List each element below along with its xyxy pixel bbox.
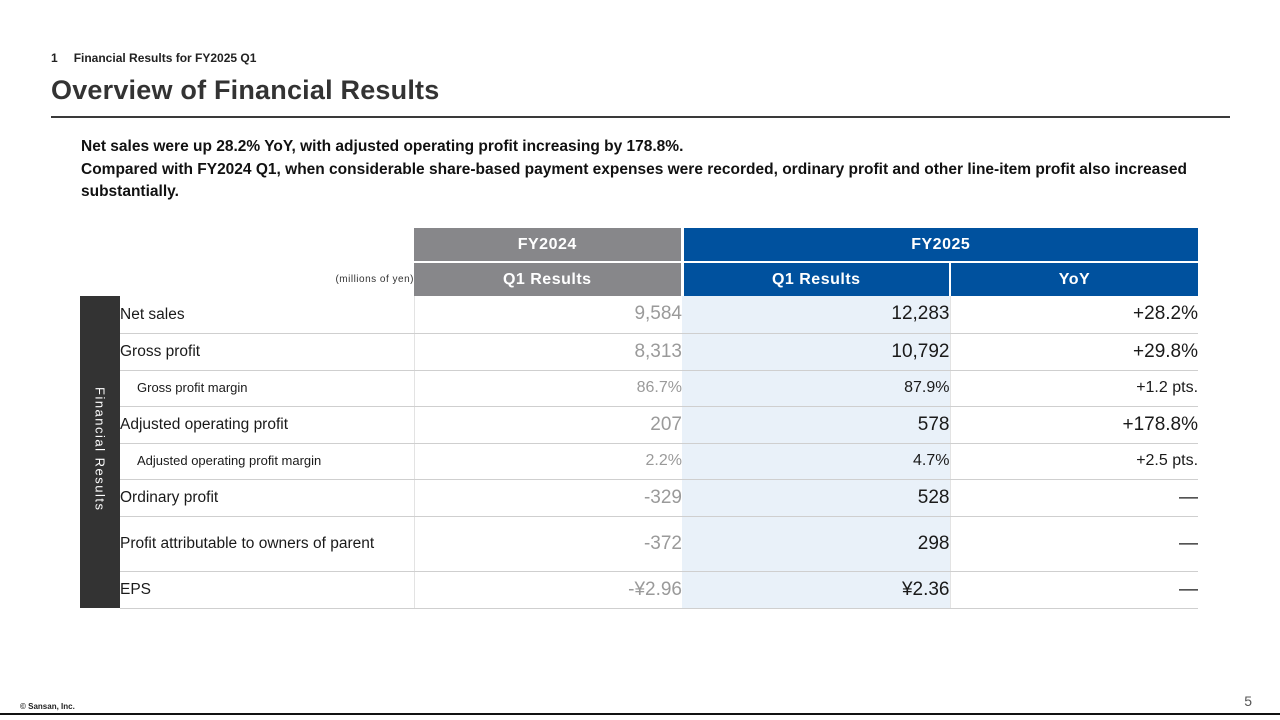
summary-line-1: Net sales were up 28.2% YoY, with adjust… bbox=[81, 138, 684, 155]
summary-text: Net sales were up 28.2% YoY, with adjust… bbox=[81, 136, 1193, 204]
footer-page-number: 5 bbox=[1244, 693, 1252, 709]
footer-copyright: © Sansan, Inc. bbox=[20, 702, 75, 711]
table-row: Adjusted operating profit margin 2.2% 4.… bbox=[80, 443, 1199, 480]
cell-fy2024: 9,584 bbox=[413, 296, 682, 334]
cell-yoy: — bbox=[949, 571, 1199, 609]
cell-fy2025: 10,792 bbox=[682, 333, 950, 371]
table-row: Profit attributable to owners of parent … bbox=[80, 516, 1199, 572]
table-header-column-row: (millions of yen) Q1 Results Q1 Results … bbox=[80, 262, 1199, 296]
slide-kicker-text: Financial Results for FY2025 Q1 bbox=[73, 51, 257, 65]
cell-fy2025: 4.7% bbox=[682, 443, 950, 480]
cell-fy2024: 2.2% bbox=[413, 443, 682, 480]
table-row: Ordinary profit -329 528 — bbox=[80, 479, 1199, 517]
financial-results-table: FY2024 FY2025 (millions of yen) Q1 Resul… bbox=[80, 228, 1199, 609]
cell-fy2025: 87.9% bbox=[682, 370, 950, 407]
col-group-fy2025: FY2025 bbox=[682, 228, 1199, 263]
cell-yoy: +28.2% bbox=[949, 296, 1199, 334]
cell-fy2024: -372 bbox=[413, 516, 682, 572]
col-group-fy2024: FY2024 bbox=[414, 228, 684, 263]
cell-fy2024: -¥2.96 bbox=[413, 571, 682, 609]
cell-fy2025: 528 bbox=[682, 479, 950, 517]
row-label: Gross profit bbox=[120, 333, 414, 371]
cell-fy2025: ¥2.36 bbox=[682, 571, 950, 609]
unit-note: (millions of yen) bbox=[335, 273, 414, 285]
table-row: Adjusted operating profit 207 578 +178.8… bbox=[80, 406, 1199, 444]
slide-kicker: 1 Financial Results for FY2025 Q1 bbox=[51, 51, 256, 65]
col-header-yoy: YoY bbox=[950, 262, 1199, 296]
table-row: Gross profit 8,313 10,792 +29.8% bbox=[80, 333, 1199, 371]
col-header-fy2024-q1: Q1 Results bbox=[414, 262, 684, 296]
title-rule bbox=[51, 116, 1230, 118]
cell-yoy: +178.8% bbox=[949, 406, 1199, 444]
row-label: Net sales bbox=[120, 296, 414, 334]
row-label: EPS bbox=[120, 571, 414, 609]
col-header-fy2025-q1: Q1 Results bbox=[682, 262, 951, 296]
cell-fy2024: 86.7% bbox=[413, 370, 682, 407]
slide-kicker-number: 1 bbox=[51, 51, 58, 65]
row-label: Profit attributable to owners of parent bbox=[120, 516, 414, 572]
cell-yoy: — bbox=[949, 516, 1199, 572]
footer-rule bbox=[0, 713, 1280, 715]
table-row: EPS -¥2.96 ¥2.36 — bbox=[80, 571, 1199, 609]
summary-line-2: Compared with FY2024 Q1, when considerab… bbox=[81, 160, 1187, 201]
cell-fy2024: 8,313 bbox=[413, 333, 682, 371]
row-label: Gross profit margin bbox=[120, 370, 414, 407]
cell-yoy: +2.5 pts. bbox=[949, 443, 1199, 480]
row-label: Adjusted operating profit margin bbox=[120, 443, 414, 480]
table-row: Financial Results Net sales 9,584 12,283… bbox=[80, 296, 1199, 608]
row-label: Ordinary profit bbox=[120, 479, 414, 517]
row-label: Adjusted operating profit bbox=[120, 406, 414, 444]
side-label-text: Financial Results bbox=[92, 387, 108, 512]
cell-yoy: — bbox=[949, 479, 1199, 517]
cell-fy2025: 12,283 bbox=[682, 296, 950, 334]
cell-fy2024: -329 bbox=[413, 479, 682, 517]
cell-fy2024: 207 bbox=[413, 406, 682, 444]
cell-yoy: +1.2 pts. bbox=[949, 370, 1199, 407]
cell-yoy: +29.8% bbox=[949, 333, 1199, 371]
cell-fy2025: 298 bbox=[682, 516, 950, 572]
table-header-group-row: FY2024 FY2025 bbox=[80, 228, 1199, 263]
header-spacer bbox=[80, 228, 414, 262]
side-label-financial-results: Financial Results bbox=[80, 296, 120, 608]
page-title: Overview of Financial Results bbox=[51, 75, 440, 105]
table-row: Gross profit margin 86.7% 87.9% +1.2 pts… bbox=[80, 370, 1199, 407]
cell-fy2025: 578 bbox=[682, 406, 950, 444]
